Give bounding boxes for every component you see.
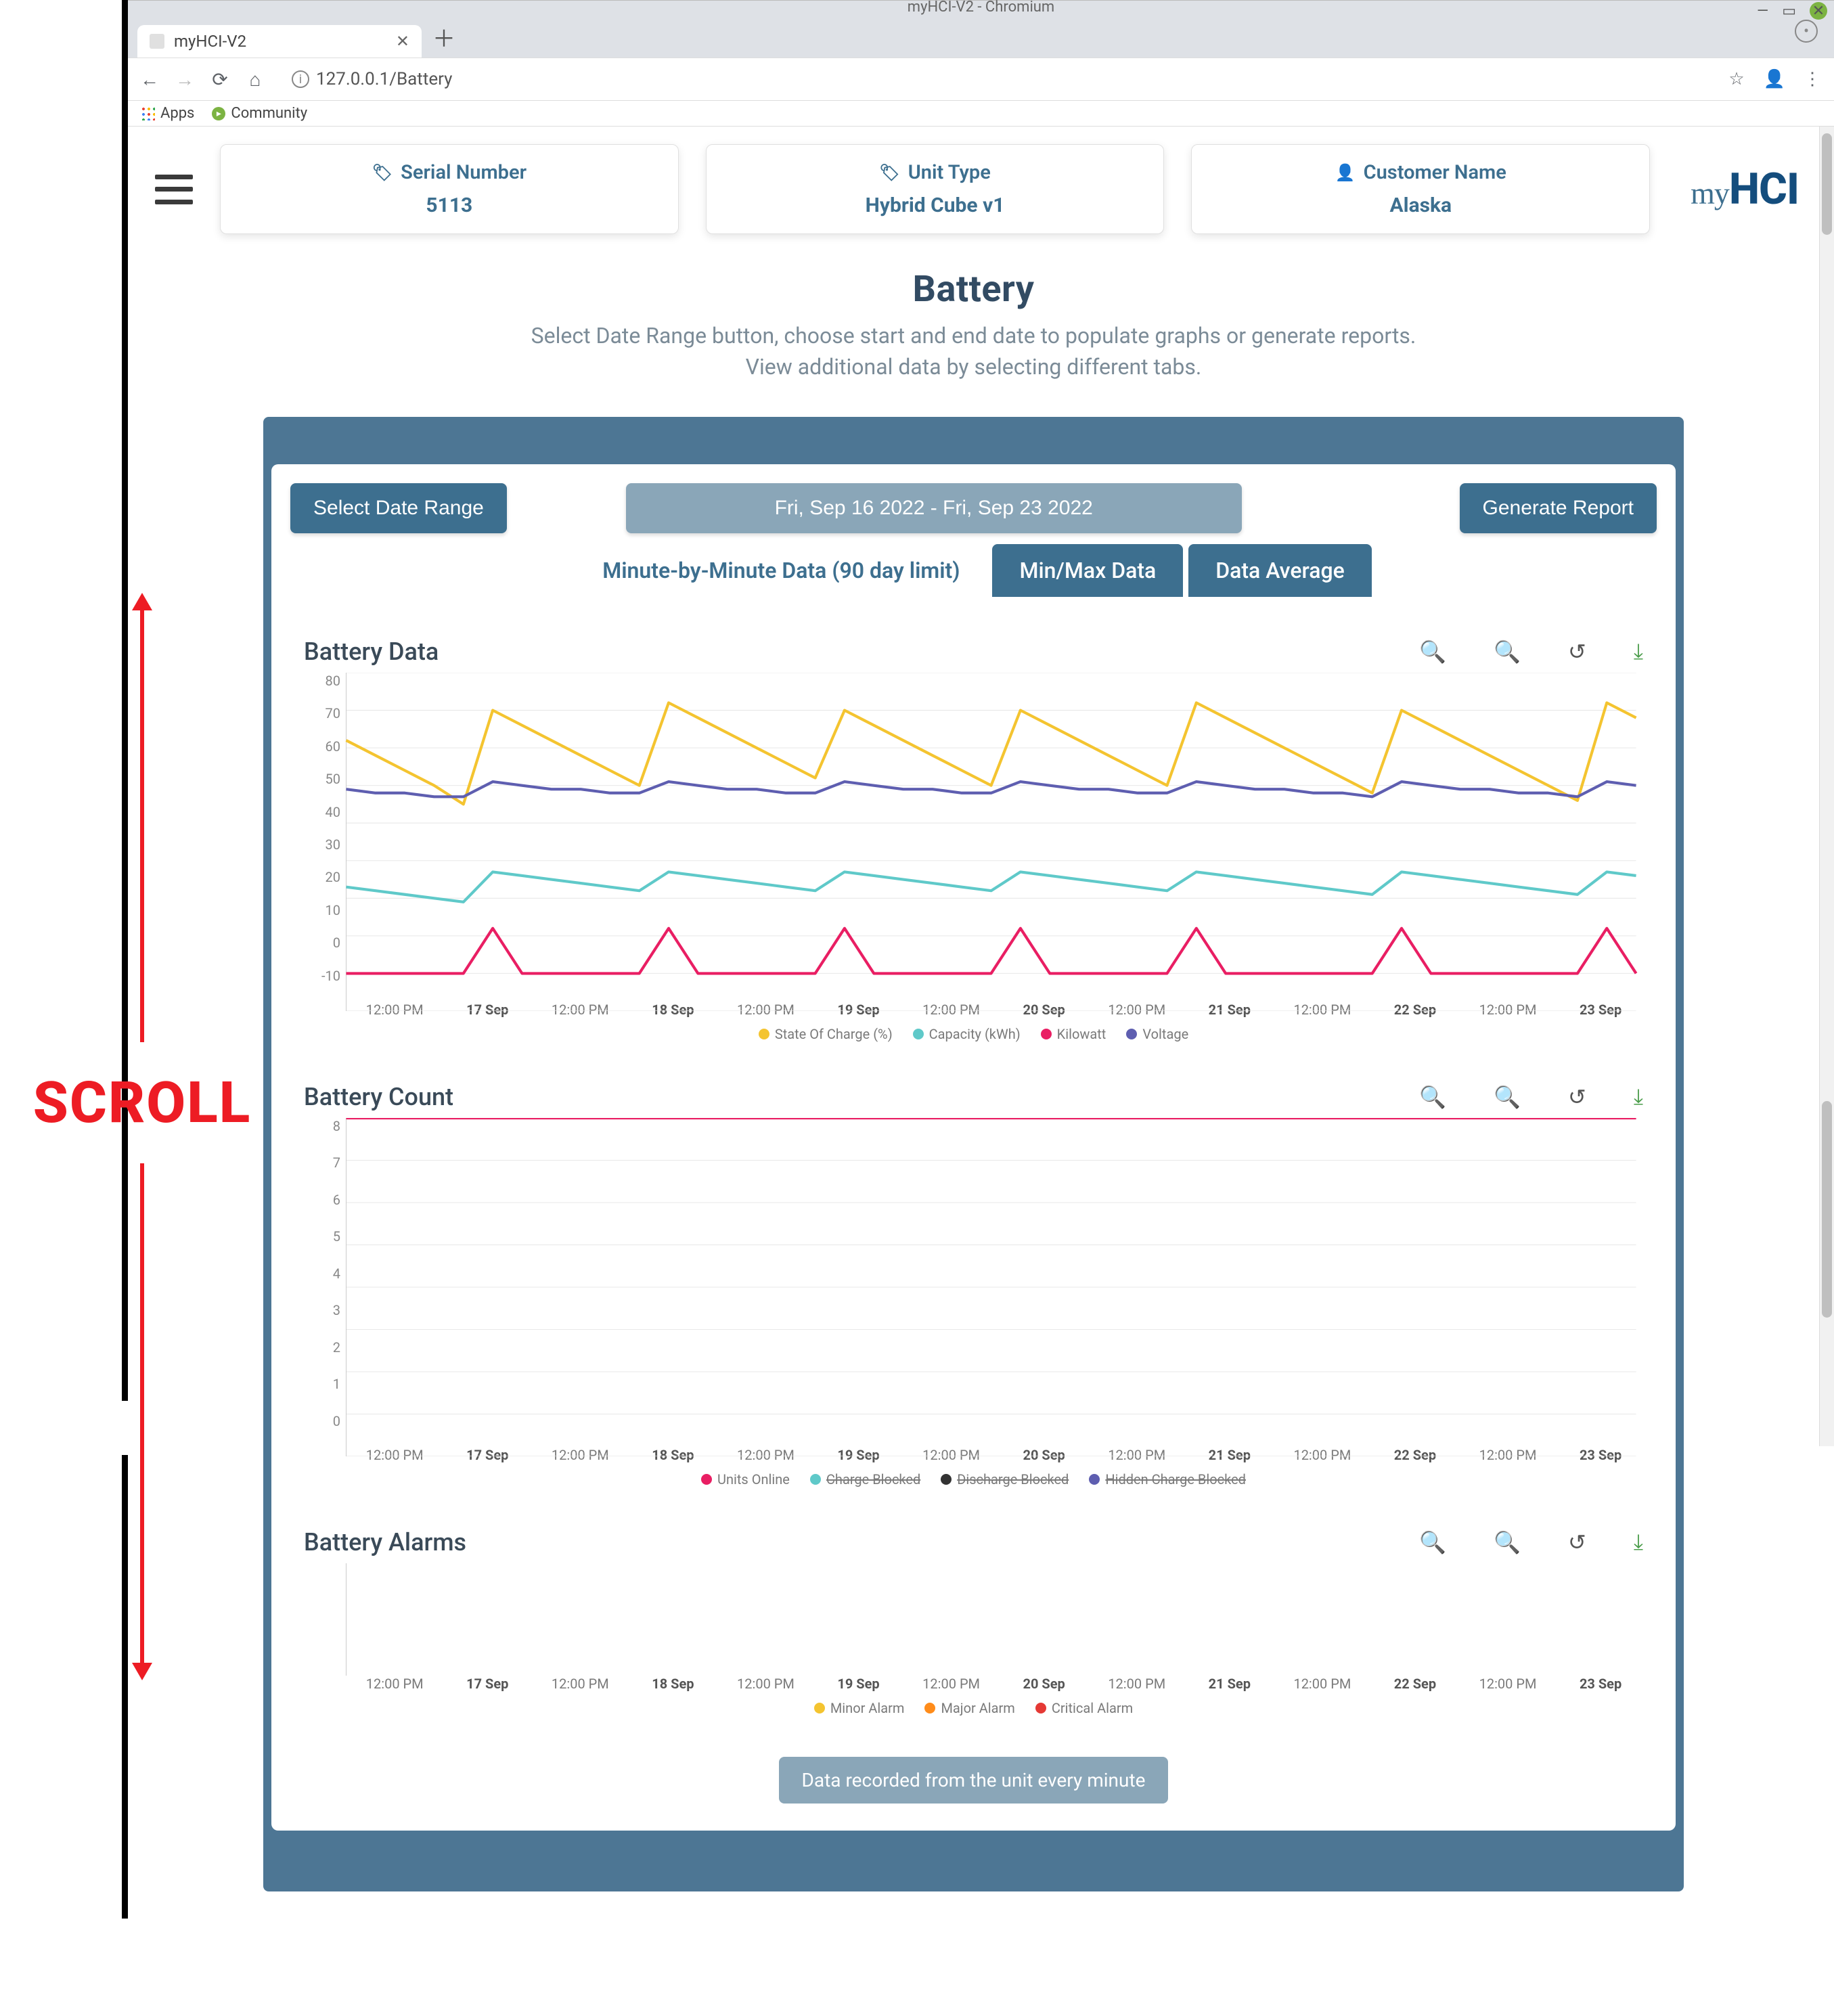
card-customer-name: 👤Customer Name Alaska [1191,144,1650,234]
chart-legend: State Of Charge (%)Capacity (kWh)Kilowat… [304,1026,1643,1042]
scroll-text: SCROLL [33,1069,251,1136]
scroll-arrow-down [140,1163,144,1664]
window-titlebar: myHCI-V2 - Chromium — ▭ ✕ [128,1,1834,17]
chart-y-axis: 80706050403020100-10 [304,673,340,984]
bookmark-apps[interactable]: Apps [141,105,194,122]
browser-chrome: myHCI-V2 - Chromium — ▭ ✕ myHCI-V2 ✕ ＋ •… [128,0,1834,127]
url-field[interactable]: i 127.0.0.1/Battery [279,64,1712,95]
zoom-in-icon[interactable]: 🔍 [1419,1084,1446,1110]
tab-minmax-data[interactable]: Min/Max Data [992,544,1183,597]
header-row: H H H H 🏷Serial Number 5113 🏷Unit Type H… [128,127,1819,245]
data-tabs: Minute-by-Minute Data (90 day limit) Min… [290,544,1657,597]
zoom-in-icon[interactable]: 🔍 [1419,639,1446,665]
date-range-display: Fri, Sep 16 2022 - Fri, Sep 23 2022 [626,483,1242,533]
tab-data-average[interactable]: Data Average [1188,544,1372,597]
tab-close-icon[interactable]: ✕ [396,32,409,51]
browser-tab[interactable]: myHCI-V2 ✕ [137,25,422,58]
bookmark-star-icon[interactable]: ☆ [1726,68,1747,90]
address-bar: ← → ⟳ ⌂ i 127.0.0.1/Battery ☆ 👤 ⋮ [128,58,1834,101]
page-title: Battery [155,268,1792,311]
generate-report-button[interactable]: Generate Report [1460,483,1657,533]
community-icon: ▸ [212,107,225,120]
label-icon: 🏷 [879,163,899,182]
tab-minute-data[interactable]: Minute-by-Minute Data (90 day limit) [575,544,987,597]
chart-svg [304,673,1643,1011]
tab-title: myHCI-V2 [174,32,246,51]
menu-hamburger-icon[interactable] [155,175,193,204]
chart-legend: Minor AlarmMajor AlarmCritical Alarm [304,1700,1643,1716]
download-icon[interactable]: ⤓ [1634,1083,1643,1110]
chart-y-axis: 876543210 [304,1118,340,1429]
browser-menu-icon[interactable]: ⋮ [1802,68,1823,90]
new-tab-button[interactable]: ＋ [432,20,455,53]
chart-svg [304,1563,1643,1676]
card-serial-number: 🏷Serial Number 5113 [220,144,679,234]
chart-battery-alarms: Battery Alarms 🔍 🔍 ↺ ⤓ 12:00 PM17 Sep1 [290,1528,1657,1716]
reset-icon[interactable]: ↺ [1568,1084,1586,1110]
chart-battery-data: Battery Data 🔍 🔍 ↺ ⤓ 80706050403020100-1… [290,637,1657,1042]
brand-logo: myHCI [1691,164,1799,215]
charts-panel: Select Date Range Fri, Sep 16 2022 - Fri… [263,417,1684,1891]
zoom-out-icon[interactable]: 🔍 [1494,1084,1521,1110]
reset-icon[interactable]: ↺ [1568,1529,1586,1555]
chart-x-axis: 12:00 PM17 Sep12:00 PM18 Sep12:00 PM19 S… [304,1676,1643,1692]
scroll-annotation: SCROLL [41,609,244,1664]
tab-overflow-icon[interactable]: • [1795,20,1818,43]
chart-title: Battery Alarms [304,1528,466,1556]
scroll-arrow-up [140,609,144,1042]
site-info-icon[interactable]: i [292,70,309,88]
nav-home-icon[interactable]: ⌂ [244,68,266,90]
chart-title: Battery Data [304,637,439,666]
chart-battery-count: Battery Count 🔍 🔍 ↺ ⤓ 876543210 [290,1083,1657,1487]
select-date-range-button[interactable]: Select Date Range [290,483,507,533]
footer-note-badge: Data recorded from the unit every minute [779,1757,1169,1804]
bookmark-community[interactable]: ▸ Community [212,105,307,122]
download-icon[interactable]: ⤓ [1634,638,1643,665]
apps-icon [141,107,155,120]
chart-legend: Units OnlineCharge BlockedDischarge Bloc… [304,1471,1643,1487]
zoom-out-icon[interactable]: 🔍 [1494,1529,1521,1555]
nav-reload-icon[interactable]: ⟳ [209,68,231,90]
scrollbar-thumb[interactable] [1822,1101,1832,1318]
download-icon[interactable]: ⤓ [1634,1529,1643,1555]
page-subtitle: Select Date Range button, choose start a… [155,320,1792,383]
reset-icon[interactable]: ↺ [1568,639,1586,665]
tab-favicon [150,34,164,49]
nav-back-icon[interactable]: ← [139,68,160,90]
user-icon: 👤 [1335,163,1356,182]
zoom-out-icon[interactable]: 🔍 [1494,639,1521,665]
scrollbar-thumb[interactable] [1822,133,1832,235]
chart-title: Battery Count [304,1083,453,1111]
tag-icon: 🏷 [372,163,393,182]
bookmarks-bar: Apps ▸ Community [128,101,1834,127]
chart-svg [304,1118,1643,1456]
profile-icon[interactable]: 👤 [1764,68,1785,90]
page-scrollbar[interactable] [1819,127,1834,1446]
window-title: myHCI-V2 - Chromium [908,0,1054,16]
zoom-in-icon[interactable]: 🔍 [1419,1529,1446,1555]
url-text: 127.0.0.1/Battery [316,69,452,89]
nav-forward-icon[interactable]: → [174,68,196,90]
card-unit-type: 🏷Unit Type Hybrid Cube v1 [706,144,1165,234]
